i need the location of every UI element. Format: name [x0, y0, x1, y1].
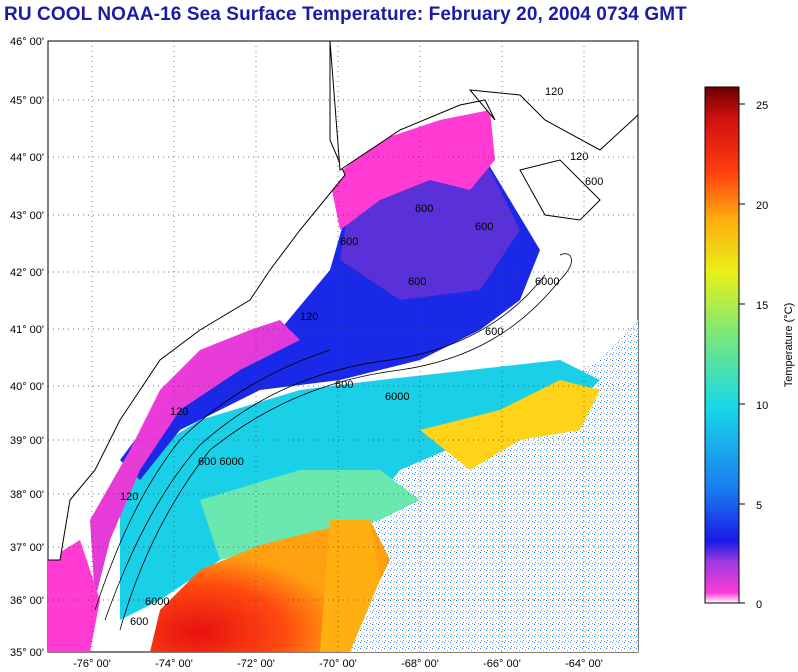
contour-6000 — [119, 253, 572, 631]
lat-label: 38° 00' — [10, 489, 44, 501]
lat-label: 43° 00' — [10, 210, 44, 222]
colorbar-frame — [704, 86, 740, 604]
colorbar-tick-label: 10 — [756, 400, 768, 412]
contour-label: 120 — [300, 311, 318, 323]
contour-label: 600 — [485, 326, 503, 338]
us-mainland — [48, 41, 346, 561]
lat-label: 35° 00' — [10, 647, 44, 659]
lon-label: -64° 00' — [565, 658, 603, 670]
contour-label: 120 — [545, 86, 563, 98]
contour-labels: 120 120 600 600 600 600 6000 600 600 600… — [120, 86, 603, 628]
contour-label: 600 — [130, 616, 148, 628]
contour-label: 120 — [120, 491, 138, 503]
lat-label: 37° 00' — [10, 542, 44, 554]
page-title: RU COOL NOAA-16 Sea Surface Temperature:… — [4, 4, 687, 25]
coastal-magenta-band — [90, 320, 300, 600]
lat-label: 42° 00' — [10, 267, 44, 279]
colorbar — [705, 87, 739, 603]
lon-label: -76° 00' — [73, 658, 111, 670]
latitude-labels: 46° 00' 45° 00' 44° 00' 43° 00' 42° 00' … — [10, 36, 44, 659]
land — [48, 41, 638, 561]
colorbar-title: Temperature (°C) — [783, 303, 795, 387]
mid-water-region — [200, 470, 420, 560]
contour-label: 600 — [335, 379, 353, 391]
contour-label: 600 — [415, 203, 433, 215]
contour-label: 120 — [570, 151, 588, 163]
lat-label: 45° 00' — [10, 95, 44, 107]
colorbar-tick-labels: 25 20 15 10 5 0 — [756, 100, 768, 611]
contour-label: 600 — [408, 276, 426, 288]
lon-label: -66° 00' — [483, 658, 521, 670]
lat-label: 40° 00' — [10, 381, 44, 393]
colorbar-tick-label: 15 — [756, 300, 768, 312]
bathymetry-contours — [94, 253, 572, 631]
contour-600 — [104, 274, 546, 621]
lon-label: -68° 00' — [401, 658, 439, 670]
colorbar-tick-label: 20 — [756, 200, 768, 212]
lon-label: -74° 00' — [155, 658, 193, 670]
lat-label: 44° 00' — [10, 152, 44, 164]
contour-label: 600 — [340, 236, 358, 248]
colorbar-tick-label: 0 — [756, 599, 762, 611]
graticule — [48, 41, 638, 652]
lat-label: 39° 00' — [10, 435, 44, 447]
warm-eddy-region — [420, 380, 600, 470]
lat-label: 41° 00' — [10, 324, 44, 336]
contour-120 — [94, 349, 331, 611]
longitude-labels: -76° 00' -74° 00' -72° 00' -70° 00' -68°… — [73, 658, 603, 670]
contour-label: 6000 — [385, 391, 409, 403]
lon-label: -70° 00' — [319, 658, 357, 670]
contour-label: 600 — [585, 176, 603, 188]
lat-label: 36° 00' — [10, 595, 44, 607]
colorbar-tick-label: 5 — [756, 500, 762, 512]
chesapeake-band — [48, 540, 100, 652]
sst-field — [48, 110, 638, 652]
contour-label: 6000 — [145, 596, 169, 608]
contour-label: 600 — [475, 221, 493, 233]
gulf-stream-edge — [320, 520, 380, 652]
lat-label: 46° 00' — [10, 36, 44, 48]
contour-label: 6000 — [535, 276, 559, 288]
colorbar-ticks — [739, 103, 745, 604]
lon-label: -72° 00' — [237, 658, 275, 670]
maine-coastal-band — [330, 110, 495, 230]
canada-maritimes — [329, 41, 638, 171]
nova-scotia — [519, 159, 601, 221]
contour-label: 600 6000 — [198, 456, 244, 468]
colorbar-tick-label: 25 — [756, 100, 768, 112]
contour-label: 120 — [170, 406, 188, 418]
